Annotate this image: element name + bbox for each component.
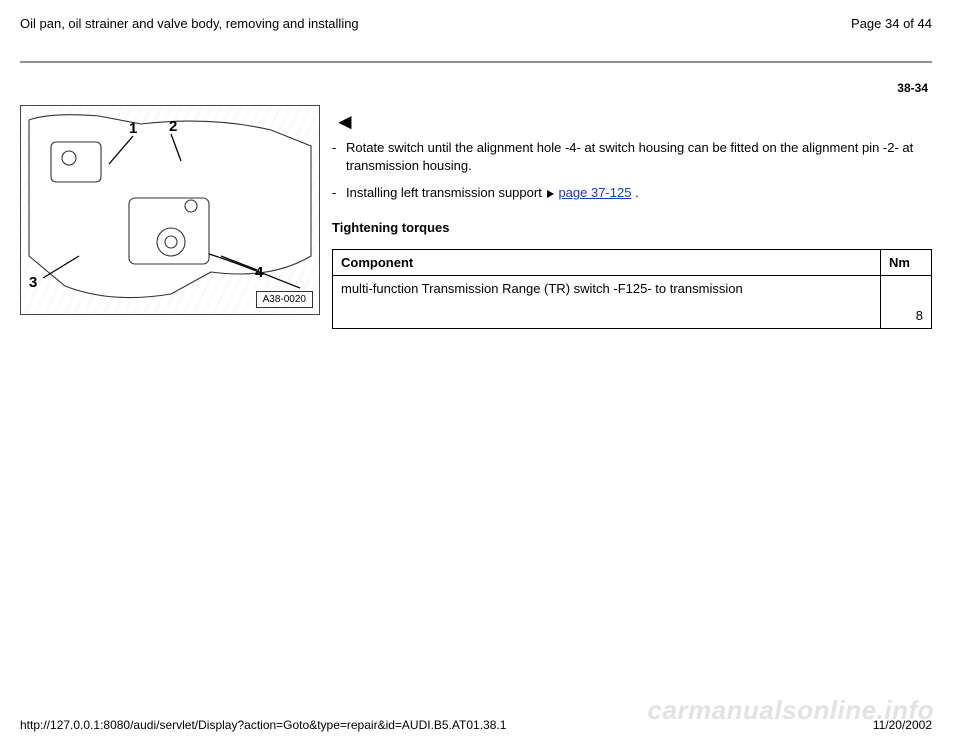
link-arrow-icon xyxy=(547,190,554,198)
section-id: 38-34 xyxy=(20,81,932,105)
table-header-row: Component Nm xyxy=(333,249,932,275)
diagram-svg xyxy=(21,106,319,314)
footer-url: http://127.0.0.1:8080/audi/servlet/Displ… xyxy=(20,718,506,732)
step-text: Rotate switch until the alignment hole -… xyxy=(346,139,932,174)
page-root: Oil pan, oil strainer and valve body, re… xyxy=(0,0,960,742)
text-column: ◄ - Rotate switch until the alignment ho… xyxy=(332,105,932,329)
doc-title: Oil pan, oil strainer and valve body, re… xyxy=(20,16,359,31)
tightening-torques-heading: Tightening torques xyxy=(332,220,932,235)
bullet-dash: - xyxy=(332,184,346,202)
col-nm: Nm xyxy=(881,249,932,275)
cell-nm: 8 xyxy=(881,275,932,328)
step-list: - Rotate switch until the alignment hole… xyxy=(332,139,932,202)
header-rule xyxy=(20,61,932,63)
back-arrow-icon: ◄ xyxy=(334,111,932,133)
step-text-suffix: . xyxy=(631,185,638,200)
cell-component: multi-function Transmission Range (TR) s… xyxy=(333,275,881,328)
step-text: Installing left transmission support pag… xyxy=(346,184,932,202)
step-item: - Installing left transmission support p… xyxy=(332,184,932,202)
torque-table: Component Nm multi-function Transmission… xyxy=(332,249,932,329)
page-link[interactable]: page 37-125 xyxy=(558,185,631,200)
bullet-dash: - xyxy=(332,139,346,174)
step-item: - Rotate switch until the alignment hole… xyxy=(332,139,932,174)
diagram-column: 1 2 3 4 A38-0020 xyxy=(20,105,320,315)
content-row: 1 2 3 4 A38-0020 ◄ - Rotate switch until… xyxy=(20,105,932,329)
col-component: Component xyxy=(333,249,881,275)
page-header: Oil pan, oil strainer and valve body, re… xyxy=(20,16,932,61)
diagram-label-1: 1 xyxy=(129,120,137,137)
step-text-prefix: Installing left transmission support xyxy=(346,185,545,200)
footer-date: 11/20/2002 xyxy=(873,718,932,732)
page-indicator: Page 34 of 44 xyxy=(851,16,932,31)
diagram-label-3: 3 xyxy=(29,274,37,291)
diagram-label-2: 2 xyxy=(169,118,177,135)
table-row: multi-function Transmission Range (TR) s… xyxy=(333,275,932,328)
page-footer: http://127.0.0.1:8080/audi/servlet/Displ… xyxy=(20,718,932,732)
diagram-tag: A38-0020 xyxy=(256,291,313,308)
diagram: 1 2 3 4 A38-0020 xyxy=(20,105,320,315)
diagram-label-4: 4 xyxy=(255,264,263,281)
